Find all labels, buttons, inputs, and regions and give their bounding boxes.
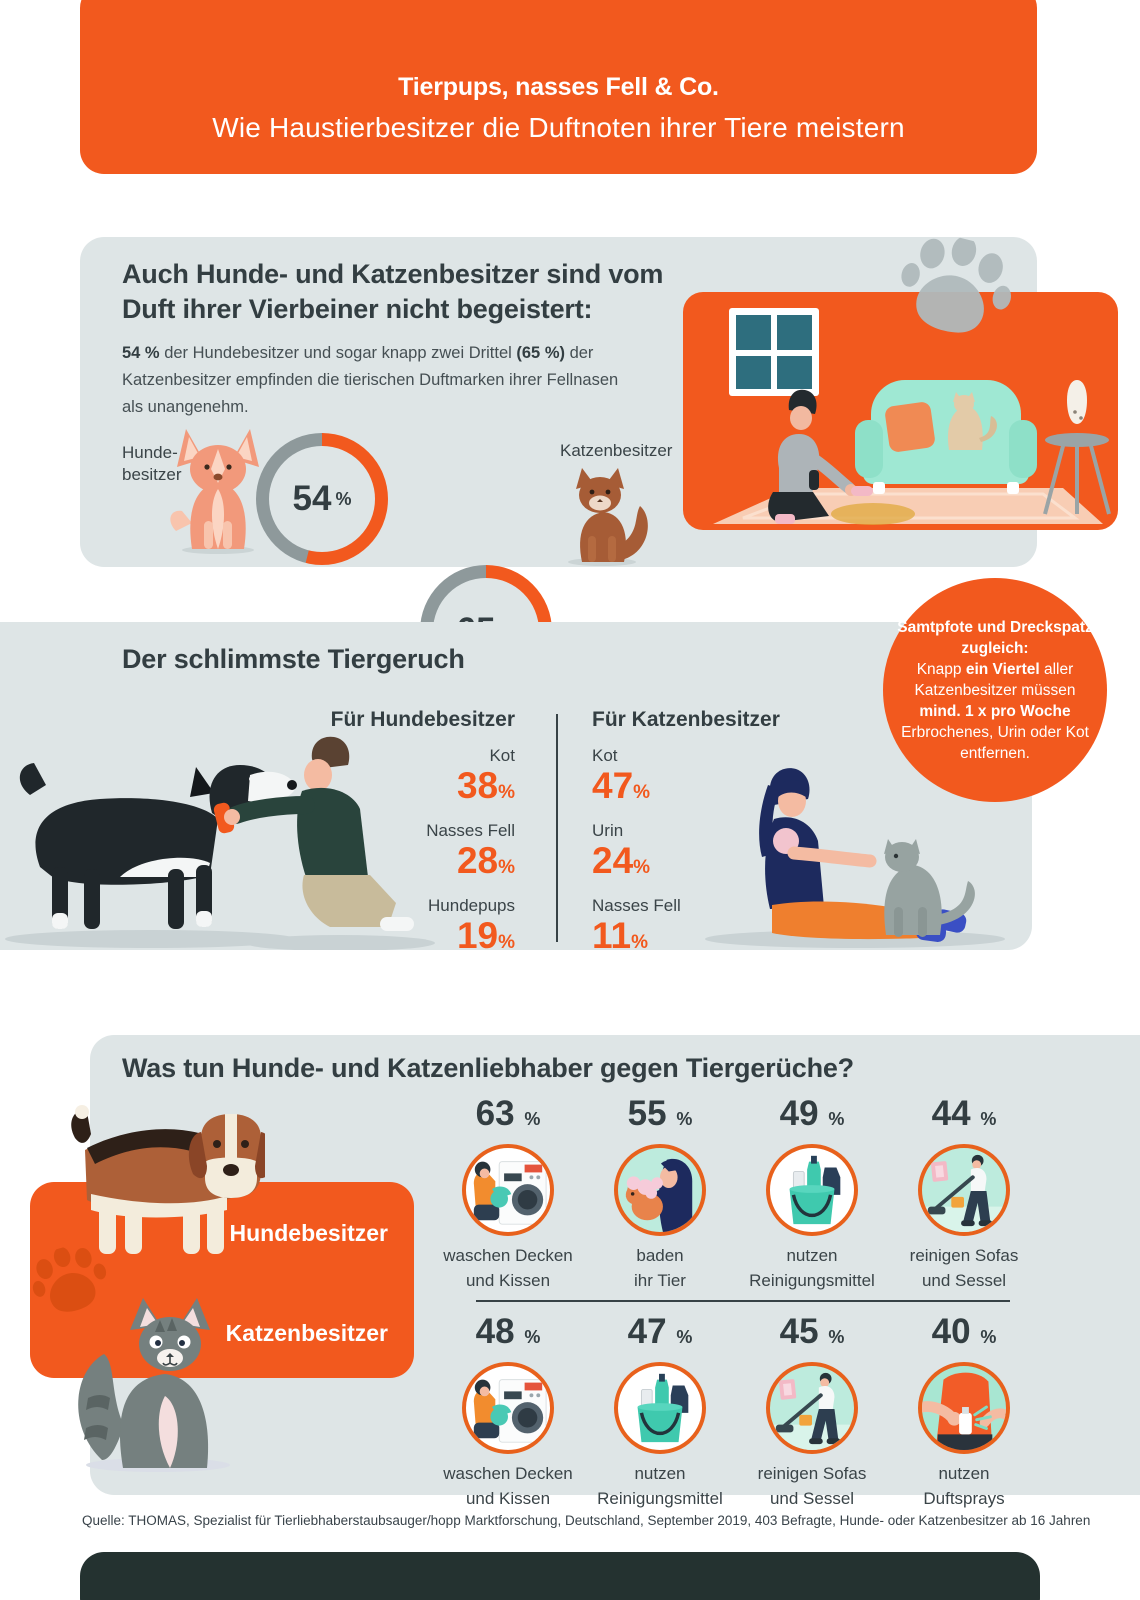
tile-dog-wash: 63 % waschen Decken und Kissen (443, 1094, 573, 1290)
man-petting-dog-illustration (5, 736, 435, 950)
paw-print-icon (901, 236, 1012, 333)
living-room-scene-art (713, 308, 1111, 525)
column-dog-owners: Für Hundebesitzer Kot 38% Nasses Fell 28… (280, 708, 515, 963)
row-label-cat-owners: Katzenbesitzer (225, 1320, 388, 1346)
cat-illustration (568, 468, 648, 566)
stat-nasses-fell-cat: 11% (592, 915, 649, 956)
cleaning-supplies-icon (614, 1362, 706, 1454)
tile-cat-vacuum: 45 % reinigen Sofas und Sessel (757, 1312, 867, 1508)
stat-kot-cat: 47% (592, 765, 651, 806)
donut-label-cat-owners: Katzenbesitzer (560, 441, 673, 460)
living-room-scene (683, 292, 1118, 530)
row-label-dog-owners: Hundebesitzer (229, 1220, 388, 1246)
scent-spray-icon (918, 1362, 1010, 1454)
stat-nasses-fell-dog: 28% (456, 840, 515, 881)
callout-text: Samtpfote und Dreckspatz zugleich: Knapp… (897, 618, 1093, 762)
stat-65-inline: (65 %) (516, 344, 565, 362)
pet-bath-icon (614, 1144, 706, 1236)
tile-cat-cleaning: 47 % nutzen Reinigungsmittel (597, 1312, 723, 1508)
column-cat-owners: Für Katzenbesitzer Kot 47% Urin 24% Nass… (592, 708, 812, 963)
vacuum-sofa-icon (918, 1144, 1010, 1236)
rows-divider (476, 1300, 1010, 1302)
stat-kot-dog: 38% (456, 765, 515, 806)
washing-machine-icon (462, 1362, 554, 1454)
donut-chart-dog-owners: 54 % (256, 433, 388, 565)
column-title-cat: Für Katzenbesitzer (592, 708, 780, 731)
column-title-dog: Für Hundebesitzer (330, 708, 515, 731)
cleaning-supplies-icon (766, 1144, 858, 1236)
washing-machine-icon (462, 1144, 554, 1236)
donut-value-dog: 54 (292, 479, 332, 518)
section3-heading: Was tun Hunde- und Katzenliebhaber gegen… (122, 1053, 854, 1083)
header-banner: Tierpups, nasses Fell & Co. Wie Haustier… (80, 0, 1037, 174)
tile-cat-wash: 48 % waschen Decken und Kissen (443, 1312, 573, 1508)
page-subtitle: Wie Haustierbesitzer die Duftnoten ihrer… (212, 112, 905, 143)
stat-urin: 24% (592, 840, 651, 881)
donut-label-dog-owners: Hunde- besitzer (122, 443, 182, 484)
column-divider (556, 714, 558, 942)
dog-illustration (170, 429, 259, 554)
section1-body-text: 54 % der Hundebesitzer und sogar knapp z… (122, 344, 619, 416)
callout-circle: Samtpfote und Dreckspatz zugleich: Knapp… (883, 578, 1107, 802)
tile-dog-cleaning: 49 % nutzen Reinigungsmittel (749, 1094, 875, 1290)
stat-hundepups: 19% (456, 915, 515, 956)
stat-54-inline: 54 % (122, 344, 160, 362)
source-line: Quelle: THOMAS, Spezialist für Tierliebh… (82, 1513, 1091, 1528)
section1-heading: Auch Hunde- und Katzenbesitzer sind vom … (122, 259, 664, 324)
tile-dog-bath: 55 % baden ihr Tier (585, 1094, 735, 1293)
vacuum-sofa-icon (766, 1362, 858, 1454)
paw-print-orange-icon (32, 1247, 107, 1312)
section2-heading: Der schlimmste Tiergeruch (122, 644, 465, 674)
tabby-cat-illustration (78, 1298, 230, 1472)
woman-petting-cat-illustration (705, 768, 1005, 948)
page-title: Tierpups, nasses Fell & Co. (398, 73, 719, 101)
tile-dog-vacuum: 44 % reinigen Sofas und Sessel (909, 1094, 1019, 1290)
beagle-illustration (71, 1105, 265, 1254)
tile-cat-spray: 40 % nutzen Duftsprays (889, 1312, 1039, 1511)
footer-bar (80, 1552, 1040, 1600)
